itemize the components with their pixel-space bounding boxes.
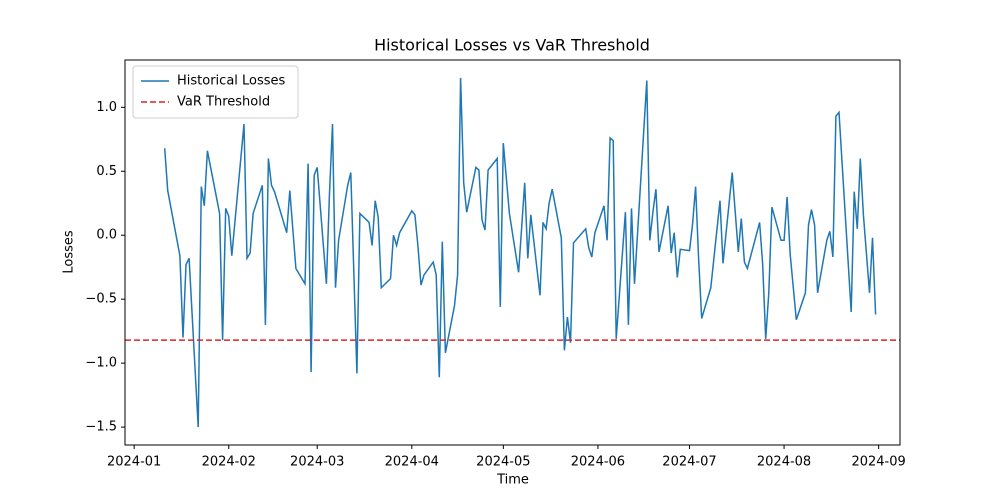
- x-tick-label: 2024-06: [571, 455, 625, 470]
- legend-box: [132, 65, 299, 119]
- y-tick-label: 0.0: [96, 228, 117, 243]
- x-tick-label: 2024-02: [202, 455, 256, 470]
- y-tick-label: −1.0: [85, 356, 117, 371]
- x-tick-label: 2024-08: [757, 455, 811, 470]
- y-tick-label: 1.0: [96, 100, 117, 115]
- line: [163, 77, 877, 428]
- x-tick-label: 2024-05: [476, 455, 530, 470]
- y-tick-label: −1.5: [85, 420, 117, 435]
- x-tick-label: 2024-04: [385, 455, 439, 470]
- legend-label: Historical Losses: [177, 74, 286, 89]
- y-tick-label: 0.5: [96, 164, 117, 179]
- x-tick-label: 2024-09: [851, 455, 905, 470]
- y-tick-label: −0.5: [85, 292, 117, 307]
- x-tick-label: 2024-03: [290, 455, 344, 470]
- x-tick-label: 2024-07: [662, 455, 716, 470]
- x-axis-label: Time: [496, 473, 529, 488]
- x-tick-label: 2024-01: [107, 455, 161, 470]
- y-axis-label: Losses: [62, 230, 77, 274]
- axes-frame: [124, 59, 901, 446]
- chart-title: Historical Losses vs VaR Threshold: [374, 36, 650, 55]
- legend: Historical Losses VaR Threshold: [132, 65, 299, 119]
- legend-label: VaR Threshold: [177, 95, 270, 110]
